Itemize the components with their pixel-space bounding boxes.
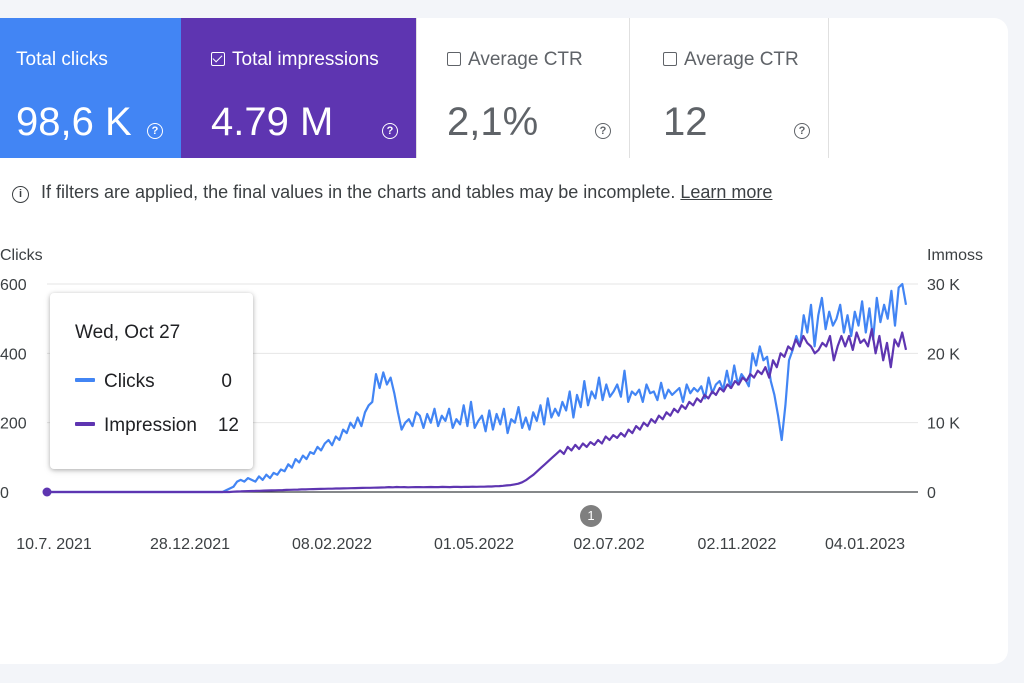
right-axis-tick-label: 20 K [927,346,960,363]
right-axis-tick-label: 10 K [927,416,960,433]
clicks-swatch [75,378,95,382]
hover-point [42,487,52,497]
x-axis-tick-label: 04.01.2023 [825,536,905,553]
left-axis-tick-label: 400 [0,346,27,363]
help-icon[interactable]: ? [794,123,810,139]
impressions-series-line[interactable] [47,327,908,494]
help-icon[interactable]: ? [595,123,611,139]
tooltip-impressions-value: 12 [217,415,239,436]
tooltip-row-impressions: Impression 12 [75,415,260,437]
x-axis-tick-label: 02.07.202 [573,536,644,553]
impressions-swatch [75,422,95,426]
left-axis-tick-label: 200 [0,416,27,433]
average-position-label: Average CTR [684,49,799,70]
total-impressions-card[interactable]: Total impressions 4.79 M ? [181,18,416,158]
checkbox-icon[interactable] [447,52,461,66]
annotation-marker[interactable]: 1 [580,505,602,527]
total-clicks-value: 98,6 K [16,100,132,144]
x-axis-tick-label: 10.7. 2021 [16,536,92,553]
left-axis-title: Clicks [0,247,43,264]
notice-text: If filters are applied, the final values… [41,182,676,202]
tooltip-clicks-value: 0 [221,371,232,392]
total-impressions-label: Total impressions [232,49,379,70]
x-axis-tick-label: 08.02.2022 [292,536,372,553]
x-axis-tick-label: 28.12.2021 [150,536,230,553]
info-icon: i [12,186,29,203]
tooltip-row-clicks: Clicks 0 [75,371,260,393]
left-axis-tick-label: 600 [0,277,27,294]
average-position-card[interactable]: Average CTR 12 ? [631,18,829,158]
filter-notice: i If filters are applied, the final value… [12,182,772,203]
x-axis-tick-label: 02.11.2022 [698,536,777,553]
total-clicks-card[interactable]: Total clicks 98,6 K ? [0,18,181,158]
learn-more-link[interactable]: Learn more [680,182,773,202]
x-axis-tick-label: 01.05.2022 [434,536,514,553]
average-ctr-value: 2,1% [447,100,539,144]
tooltip-date: Wed, Oct 27 [75,322,181,343]
tooltip-clicks-name: Clicks [104,371,155,392]
help-icon[interactable]: ? [147,123,163,139]
chart-tooltip: Wed, Oct 27 Clicks 0 Impression 12 [50,293,253,469]
checkbox-checked-icon[interactable] [211,52,225,66]
total-clicks-label: Total clicks [16,49,108,70]
left-axis-tick-label: 0 [0,485,9,502]
tooltip-impressions-name: Impression [104,415,197,436]
average-ctr-card[interactable]: Average CTR 2,1% ? [416,18,630,158]
right-axis-title: Immoss [927,247,983,264]
total-impressions-value: 4.79 M [211,100,334,144]
right-axis-tick-label: 30 K [927,277,960,294]
average-ctr-label: Average CTR [468,49,583,70]
average-position-value: 12 [663,100,708,144]
checkbox-icon[interactable] [663,52,677,66]
help-icon[interactable]: ? [382,123,398,139]
right-axis-tick-label: 0 [927,485,936,502]
